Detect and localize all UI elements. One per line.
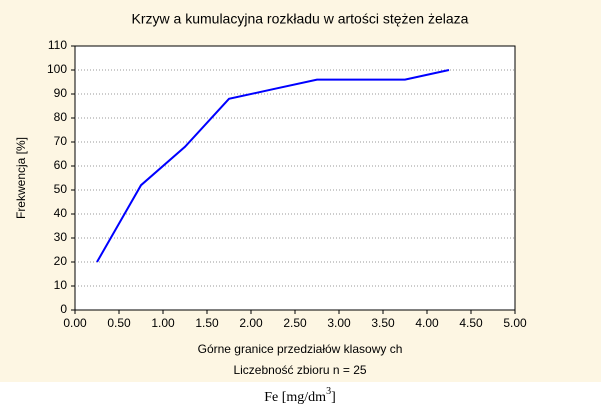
y-tick-label: 10 — [54, 278, 68, 292]
y-tick-label: 50 — [54, 182, 68, 196]
y-tick-label: 80 — [54, 110, 68, 124]
chart-title: Krzyw a kumulacyjna rozkładu w artości s… — [132, 11, 469, 27]
x-tick-label: 3.50 — [371, 316, 395, 330]
y-tick-label: 30 — [54, 230, 68, 244]
x-tick-label: 2.50 — [283, 316, 307, 330]
y-tick-label: 60 — [54, 158, 68, 172]
x-tick-label: 2.00 — [239, 316, 263, 330]
x-tick-label: 1.50 — [195, 316, 219, 330]
x-tick-label: 0.00 — [63, 316, 87, 330]
unit-close: ] — [331, 390, 336, 405]
unit-text: Fe [mg/dm — [264, 390, 326, 405]
y-tick-label: 100 — [47, 62, 67, 76]
y-tick-label: 40 — [54, 206, 68, 220]
x-tick-label: 5.00 — [503, 316, 527, 330]
x-tick-label: 4.00 — [415, 316, 439, 330]
y-axis-label: Frekwencja [%] — [14, 137, 28, 219]
x-tick-label: 1.00 — [151, 316, 175, 330]
unit-label: Fe [mg/dm3] — [264, 386, 336, 405]
y-tick-label: 110 — [48, 38, 67, 52]
y-tick-label: 0 — [60, 302, 67, 316]
x-axis-label: Górne granice przedziałów klasowy ch — [198, 342, 403, 356]
line — [96, 69, 450, 263]
plot-area — [74, 45, 516, 311]
x-tick-label: 3.00 — [327, 316, 351, 330]
y-tick-label: 90 — [54, 86, 68, 100]
x-tick-label: 0.50 — [107, 316, 131, 330]
unit-sup: 3 — [326, 386, 331, 397]
note: Liczebność zbioru n = 25 — [233, 363, 366, 377]
x-tick-label: 4.50 — [459, 316, 483, 330]
y-tick-label: 20 — [54, 254, 68, 268]
y-tick-label: 70 — [54, 134, 68, 148]
